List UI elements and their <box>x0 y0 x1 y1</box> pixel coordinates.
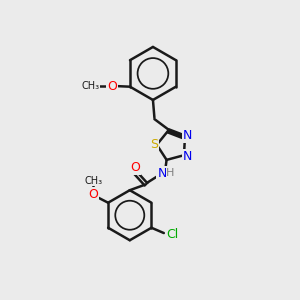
Text: Cl: Cl <box>167 228 179 241</box>
Text: O: O <box>130 161 140 174</box>
Text: O: O <box>107 80 117 93</box>
Text: CH₃: CH₃ <box>84 176 103 186</box>
Text: S: S <box>150 138 158 151</box>
Text: N: N <box>183 129 193 142</box>
Text: CH₃: CH₃ <box>81 81 99 91</box>
Text: O: O <box>88 188 98 201</box>
Text: H: H <box>166 168 175 178</box>
Text: N: N <box>183 150 192 163</box>
Text: N: N <box>158 167 167 180</box>
